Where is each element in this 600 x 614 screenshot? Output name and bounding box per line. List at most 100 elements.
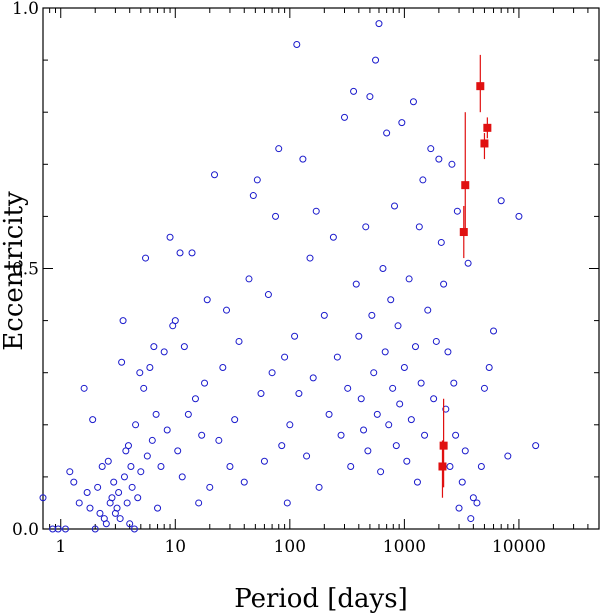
data-point [427,145,435,153]
data-point [450,379,458,387]
data-point [381,348,389,356]
data-point [275,145,283,153]
data-point [385,421,393,429]
data-point [309,374,317,382]
data-point [389,384,397,392]
data-point [136,369,144,377]
highlighted-point [439,441,448,450]
data-point [240,478,248,486]
data-point [411,343,419,351]
data-point [142,254,150,262]
data-point [128,483,136,491]
data-point [446,462,454,470]
x-tick-label: 100 [274,537,306,557]
data-point [61,525,69,533]
data-point [303,452,311,460]
known-planets-series [39,20,540,533]
data-point [377,468,385,476]
data-point [452,431,460,439]
data-point [143,452,151,460]
data-point [387,296,395,304]
data-point [299,155,307,163]
data-point [419,176,427,184]
data-point [325,410,333,418]
data-point [490,327,498,335]
data-point [396,400,404,408]
data-point [413,478,421,486]
data-point [407,416,415,424]
highlighted-point [483,123,492,132]
highlighted-point [459,228,468,237]
data-point [264,291,272,299]
data-point [115,489,123,497]
data-point [366,93,374,101]
data-point [160,348,168,356]
data-point [350,87,358,95]
data-point [39,494,47,502]
data-point [223,306,231,314]
data-point [150,343,158,351]
plot-frame [42,7,600,530]
x-tick-label: 1 [55,537,66,557]
data-point [424,306,432,314]
data-point [315,483,323,491]
data-point [370,369,378,377]
x-tick-labels: 1 10 100 1000 10000 [55,537,546,557]
highlighted-planets-series [438,54,492,498]
data-point [415,223,423,231]
data-point [295,390,303,398]
highlighted-point [438,462,447,471]
data-point [329,233,337,241]
y-tick-label: 0.0 [12,520,39,540]
data-point [94,483,102,491]
y-tick-label: 0.5 [12,260,39,280]
x-tick-label: 10000 [492,537,546,557]
x-tick-label: 1000 [383,537,426,557]
data-point [464,259,472,267]
data-point [70,478,78,486]
data-point [120,473,128,481]
data-point [409,98,417,106]
data-point [357,395,365,403]
data-point [337,431,345,439]
data-point [442,405,450,413]
data-point [260,457,268,465]
data-point [157,462,165,470]
data-point [184,410,192,418]
data-point [364,447,372,455]
axis-ticks [42,7,600,530]
data-point [286,421,294,429]
data-point [306,254,314,262]
data-point [320,311,328,319]
data-point [437,238,445,246]
data-point [504,452,512,460]
data-point [283,499,291,507]
data-point [118,358,126,366]
x-tick-label: 10 [164,537,186,557]
data-point [497,197,505,205]
data-point [403,457,411,465]
data-point [154,504,162,512]
highlighted-point [480,139,489,148]
data-point [195,499,203,507]
y-tick-labels: 0.0 0.5 1.0 [12,0,39,540]
data-point [375,20,383,28]
data-point [166,233,174,241]
data-point [148,436,156,444]
data-point [174,447,182,455]
data-point [532,442,540,450]
data-point [467,515,475,523]
data-point [257,390,265,398]
data-point [291,332,299,340]
data-point [372,56,380,64]
data-point [458,478,466,486]
data-point [383,129,391,137]
data-point [198,431,206,439]
data-point [180,343,188,351]
data-point [253,176,261,184]
data-point [231,416,239,424]
data-point [66,468,74,476]
data-point [219,363,227,371]
data-point [123,499,131,507]
data-point [119,317,127,325]
